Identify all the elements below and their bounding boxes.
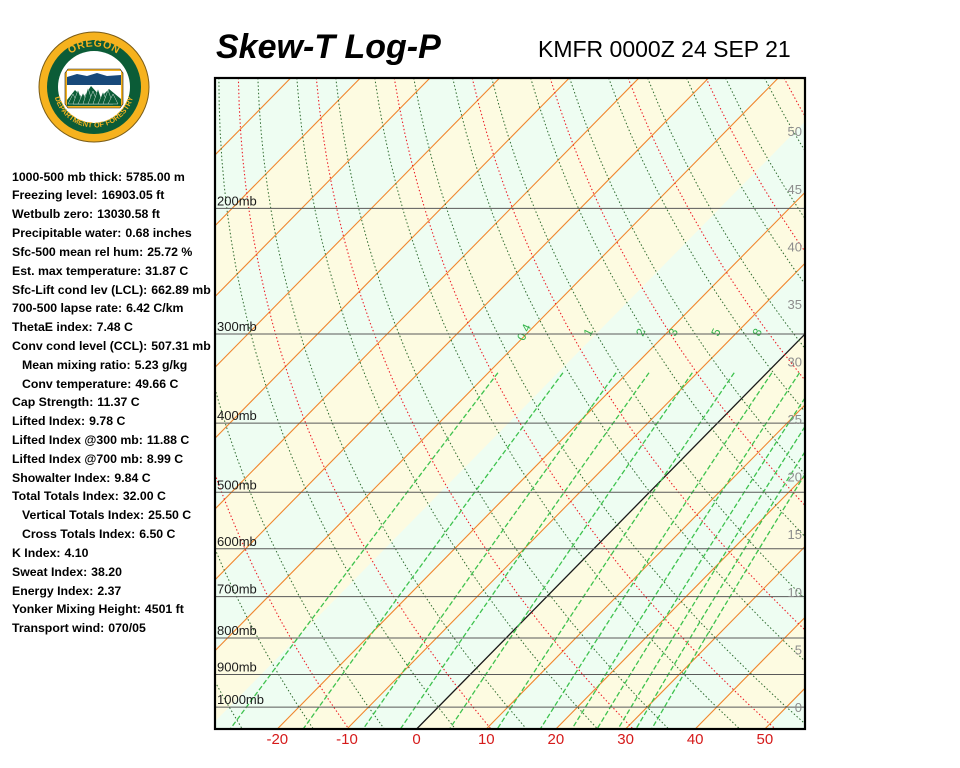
svg-text:15: 15 — [788, 527, 802, 542]
svg-text:-10: -10 — [336, 731, 358, 748]
svg-text:40: 40 — [687, 731, 704, 748]
svg-text:900mb: 900mb — [217, 660, 257, 675]
svg-text:25: 25 — [788, 412, 802, 427]
svg-text:5: 5 — [795, 642, 802, 657]
svg-text:45: 45 — [788, 182, 802, 197]
svg-text:1000mb: 1000mb — [217, 692, 264, 707]
svg-text:30: 30 — [788, 355, 802, 370]
svg-text:200mb: 200mb — [217, 193, 257, 208]
svg-text:40: 40 — [788, 239, 802, 254]
svg-text:20: 20 — [548, 731, 565, 748]
svg-text:10: 10 — [788, 585, 802, 600]
svg-text:300mb: 300mb — [217, 319, 257, 334]
svg-text:50: 50 — [788, 124, 802, 139]
svg-text:10: 10 — [478, 731, 495, 748]
svg-text:0: 0 — [412, 731, 420, 748]
svg-text:50: 50 — [757, 731, 774, 748]
svg-text:30: 30 — [617, 731, 634, 748]
svg-text:700mb: 700mb — [217, 582, 257, 597]
svg-text:20: 20 — [788, 470, 802, 485]
svg-text:400mb: 400mb — [217, 408, 257, 423]
svg-text:0: 0 — [795, 700, 802, 715]
svg-text:-20: -20 — [266, 731, 288, 748]
svg-text:600mb: 600mb — [217, 534, 257, 549]
svg-text:500mb: 500mb — [217, 477, 257, 492]
svg-text:800mb: 800mb — [217, 623, 257, 638]
svg-text:35: 35 — [788, 297, 802, 312]
